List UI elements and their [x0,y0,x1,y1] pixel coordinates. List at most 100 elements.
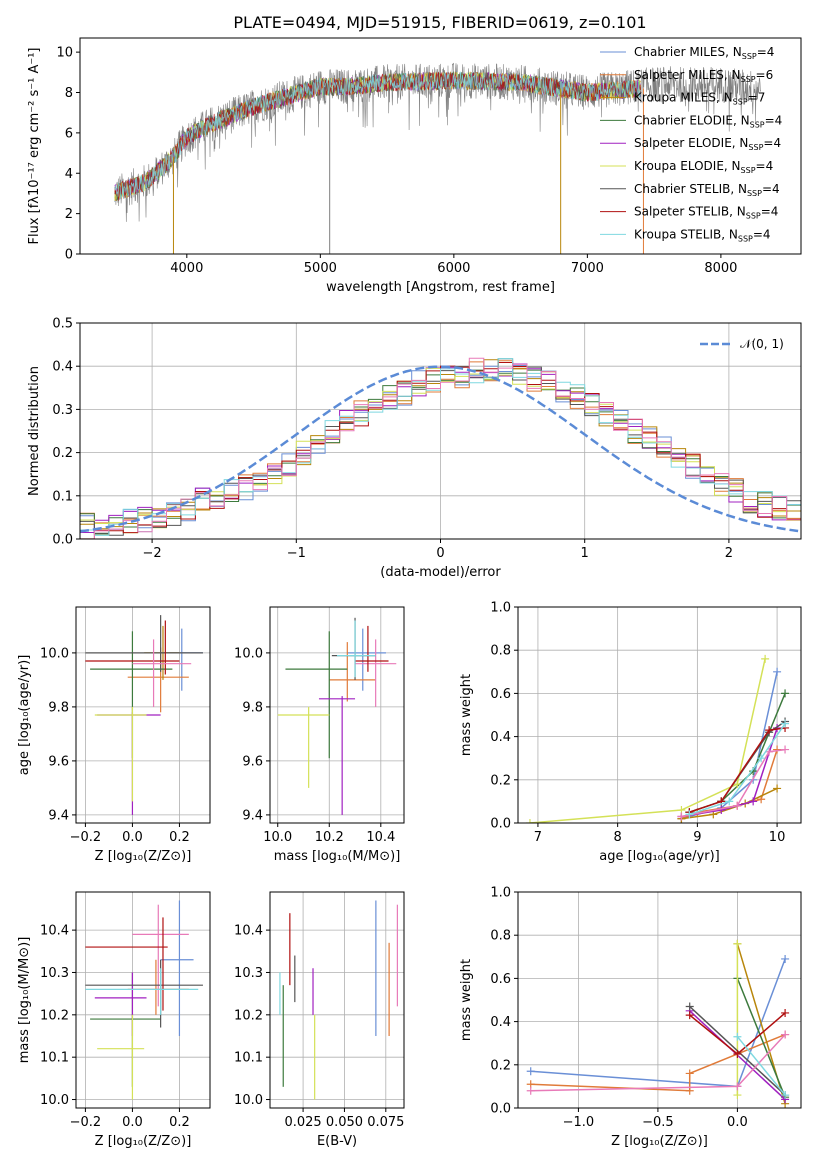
y-tick-label: 0.6 [490,687,511,702]
y-axis-label: Normed distribution [27,366,42,496]
y-tick-label: 0.5 [52,317,73,332]
mass-weight-line [736,1036,786,1096]
axes-massweight_vs_age: 7 8 9 10 0.0 0.2 0.4 0.6 0.8 1.0 age [log₁₀(age/yr… [459,601,802,864]
mass-weight-marker [733,1032,742,1041]
x-tick-label: −1.0 [563,1115,595,1130]
y-axis-label: Flux [fλ10⁻¹⁷ erg cm⁻² s⁻¹ A⁻¹] [27,48,42,245]
mass-weight-marker [526,1067,535,1076]
x-tick-label: 10.4 [366,830,395,845]
mass-weight-marker [526,1086,535,1095]
x-axis-label: Z [log₁₀(Z/Z⊙)] [611,1134,708,1149]
legend-entry: Salpeter MILES, NSSP=6 [634,68,773,84]
y-tick-label: 10 [56,46,73,61]
plot-area [85,900,203,1100]
y-tick-label: 0.2 [52,446,73,461]
y-tick-label: 10.3 [234,966,263,981]
x-tick-label: 10.0 [263,830,292,845]
x-tick-label: 2 [725,546,733,561]
plot-area [279,900,398,1100]
x-tick-label: 10.2 [315,830,344,845]
x-tick-label: 8 [614,830,622,845]
y-tick-label: 0.0 [490,1102,511,1117]
axes-frame [75,891,211,1109]
y-tick-label: 0 [65,248,73,263]
y-tick-label: 8 [65,86,73,101]
mass-weight-line [689,720,786,813]
x-tick-label: 4000 [170,261,203,276]
legend-entry: Salpeter STELIB, NSSP=4 [634,205,778,221]
residual-histogram [80,358,801,536]
x-tick-label: −2 [143,546,162,561]
axes-frame [517,891,802,1109]
x-tick-label: −0.5 [642,1115,674,1130]
mass-weight-marker [765,726,774,735]
y-tick-label: 0.3 [52,403,73,418]
legend-entry: Chabrier ELODIE, NSSP=4 [634,113,782,129]
plot-area [114,62,762,254]
mass-weight-marker [749,797,758,806]
residual-histogram [80,357,801,539]
y-tick-label: 4 [65,167,73,182]
x-tick-label: 9 [693,830,701,845]
axes-residuals: −2 −1 0 1 2 0.0 0.1 0.2 0.3 0.4 0.5 (data-model)/er… [27,317,802,580]
mass-weight-line [681,671,778,820]
x-axis-label: (data-model)/error [380,565,501,580]
figure-title: PLATE=0494, MJD=51915, FIBERID=0619, z=0… [233,13,646,32]
mass-weight-marker [781,1091,790,1100]
axes-frame [269,606,405,824]
y-tick-label: 10.2 [234,1008,263,1023]
x-tick-label: 6000 [437,261,470,276]
mass-weight-marker [781,745,790,754]
y-tick-label: 9.4 [242,808,263,823]
y-tick-label: 0.1 [52,489,73,504]
x-tick-label: 8000 [704,261,737,276]
x-axis-label: age [log₁₀(age/yr)] [599,849,720,864]
y-tick-label: 10.4 [234,924,263,939]
mass-weight-marker [757,754,766,763]
x-tick-label: 0.0 [122,1115,143,1130]
x-tick-label: −0.2 [70,830,102,845]
axes-mass_vs_Z: −0.2 0.0 0.2 10.0 10.1 10.2 10.3 10.4 Z [log₁₀(Z… [17,891,211,1149]
y-axis-label: age [log₁₀(age/yr)] [17,655,32,776]
axes-frame [517,606,802,824]
y-tick-label: 0.8 [490,929,511,944]
y-tick-label: 0.4 [52,360,73,375]
x-axis-label: Z [log₁₀(Z/Z⊙)] [95,1134,192,1149]
y-tick-label: 9.4 [48,808,69,823]
y-axis-label: mass weight [459,959,474,1041]
mass-weight-marker [685,1069,694,1078]
y-tick-label: 6 [65,126,73,141]
y-tick-label: 0.2 [490,1058,511,1073]
mass-weight-marker [725,797,734,806]
x-tick-label: 7 [534,830,542,845]
x-tick-label: 7000 [571,261,604,276]
x-tick-label: 10 [769,830,786,845]
plot-area [85,615,203,815]
mass-weight-marker [733,939,742,948]
axes-spectrum: 4000 5000 6000 7000 8000 0 2 4 6 8 10 wavelength [A… [27,37,802,295]
mass-weight-marker [733,1082,742,1091]
y-tick-label: 10.1 [40,1051,69,1066]
legend-entry: Kroupa MILES, NSSP=7 [634,91,765,107]
y-tick-label: 1.0 [490,601,511,616]
mass-weight-marker [781,689,790,698]
axes-age_vs_Z: −0.2 0.0 0.2 9.4 9.6 9.8 10.0 Z [log₁₀(Z/Z⊙)] ag… [17,606,211,864]
x-tick-label: 0.2 [169,830,190,845]
x-tick-label: 0 [436,546,444,561]
plot-area [525,654,790,823]
x-tick-label: −1 [287,546,306,561]
legend-entry: Chabrier STELIB, NSSP=4 [634,182,780,198]
x-axis-label: Z [log₁₀(Z/Z⊙)] [95,849,192,864]
legend-normal-label: 𝒩(0, 1) [740,337,784,351]
legend-entry: Kroupa ELODIE, NSSP=4 [634,159,773,175]
x-tick-label: 0.0 [122,830,143,845]
mass-weight-marker [733,1091,742,1100]
y-tick-label: 9.6 [48,754,69,769]
mass-weight-marker [781,1030,790,1039]
x-tick-label: 0.025 [284,1115,321,1130]
y-tick-label: 0.0 [490,817,511,832]
plot-area [526,939,790,1108]
mass-weight-marker [781,1008,790,1017]
spectrum-data-line [114,62,762,222]
